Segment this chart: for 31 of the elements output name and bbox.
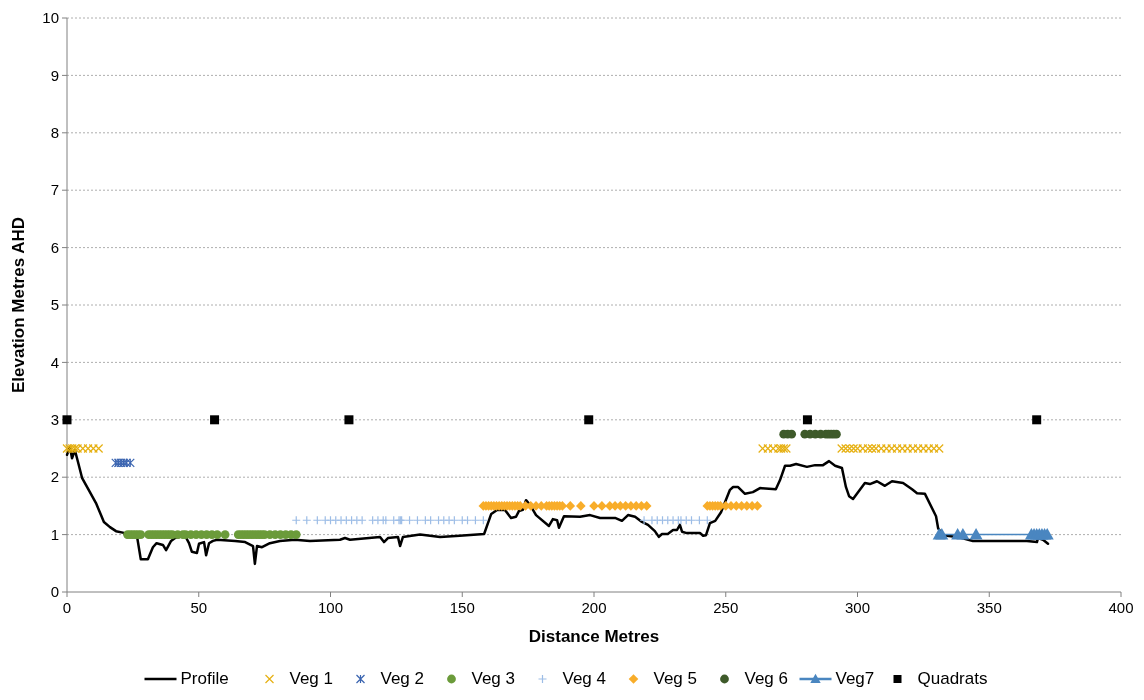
legend-label: Veg 2	[380, 669, 424, 688]
x-tick-label: 250	[713, 599, 739, 616]
x-tick-label: 400	[1108, 599, 1134, 616]
y-tick-label: 0	[50, 583, 59, 601]
legend-label: Quadrats	[917, 669, 988, 688]
y-tick-label: 1	[50, 525, 59, 543]
x-axis-title: Distance Metres	[528, 627, 660, 646]
y-tick-label: 9	[50, 66, 59, 84]
x-tick-label: 150	[449, 599, 475, 616]
legend-label: Profile	[180, 669, 229, 688]
y-axis-title: Elevation Metres AHD	[9, 216, 28, 394]
legend-label: Veg 6	[744, 669, 788, 688]
x-tick-label: 200	[581, 599, 607, 616]
y-tick-label: 5	[50, 296, 59, 314]
legend-label: Veg7	[835, 669, 875, 688]
x-tick-label: 100	[317, 599, 344, 616]
y-tick-label: 10	[42, 9, 59, 27]
x-tick-label: 0	[62, 599, 72, 616]
legend-label: Veg 3	[471, 669, 515, 688]
y-tick-label: 2	[50, 468, 59, 486]
x-tick-label: 350	[976, 599, 1002, 616]
y-tick-label: 4	[50, 353, 59, 371]
legend-label: Veg 1	[289, 669, 333, 688]
legend-label: Veg 4	[562, 669, 606, 688]
y-tick-label: 7	[50, 181, 59, 199]
y-tick-label: 3	[50, 411, 59, 429]
y-tick-label: 8	[50, 124, 59, 142]
y-tick-label: 6	[50, 238, 59, 256]
x-tick-label: 300	[844, 599, 871, 616]
x-tick-label: 50	[190, 599, 208, 616]
legend-label: Veg 5	[653, 669, 697, 688]
